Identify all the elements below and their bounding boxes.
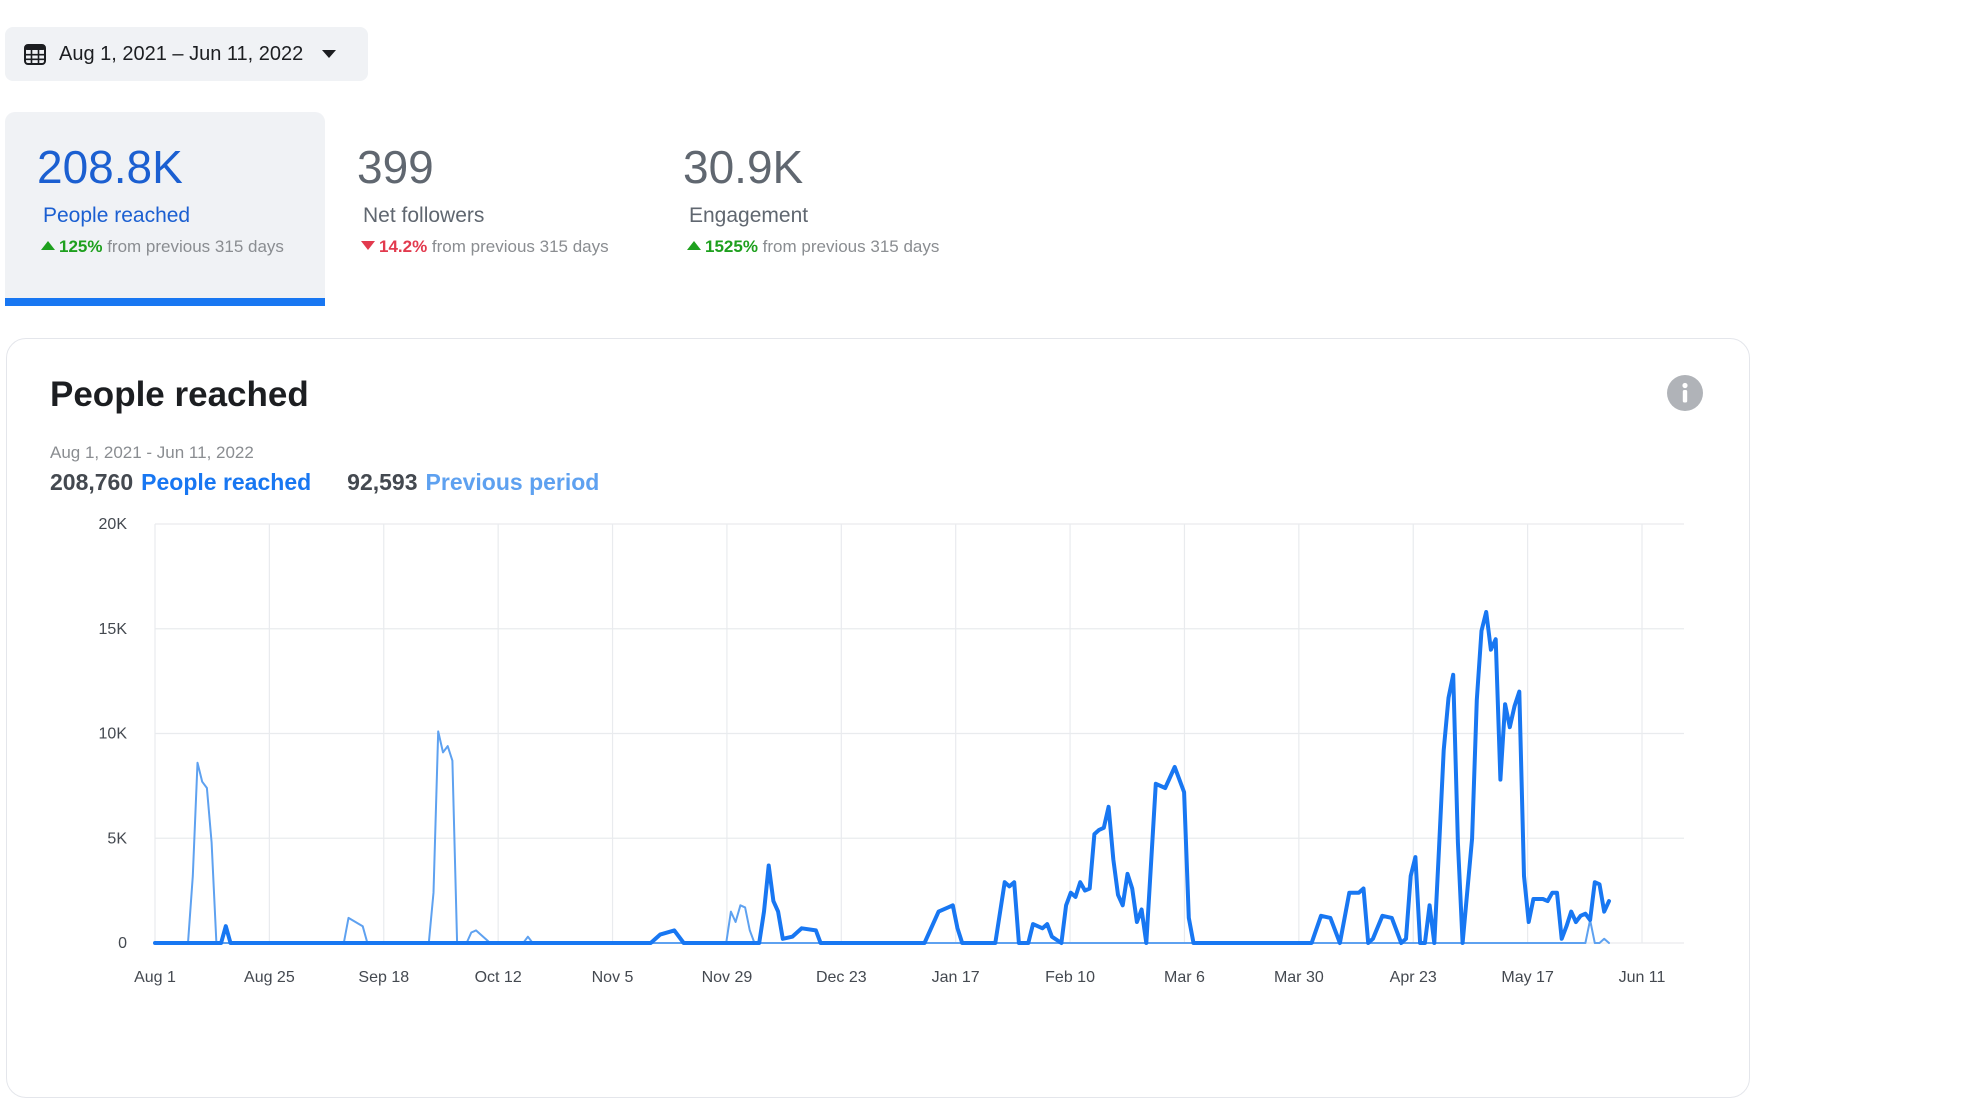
stat-card-net-followers[interactable]: 399 Net followers 14.2% from previous 31… xyxy=(325,112,645,306)
x-tick-label: Jan 17 xyxy=(932,969,980,986)
previous-series-label: Previous period xyxy=(425,469,600,495)
x-tick-label: Oct 12 xyxy=(475,969,522,986)
stat-change-percent: 14.2% xyxy=(379,237,428,256)
arrow-up-icon xyxy=(41,241,55,251)
stat-card-engagement[interactable]: 30.9K Engagement 1525% from previous 315… xyxy=(651,112,991,306)
y-tick-label: 5K xyxy=(107,830,127,847)
stat-change-suffix: from previous 315 days xyxy=(102,237,284,256)
y-tick-label: 20K xyxy=(99,516,128,533)
panel-title: People reached xyxy=(50,375,309,414)
stat-change-suffix: from previous 315 days xyxy=(427,237,609,256)
previous-total: 92,593 xyxy=(347,469,418,495)
stat-change-percent: 1525% xyxy=(705,237,758,256)
stat-value: 30.9K xyxy=(683,141,804,193)
calendar-icon xyxy=(23,42,47,66)
x-tick-label: Apr 23 xyxy=(1390,969,1437,986)
chart-summary: 208,760 People reached 92,593 Previous peri… xyxy=(50,469,599,496)
x-tick-label: Sep 18 xyxy=(358,969,409,986)
x-tick-label: Dec 23 xyxy=(816,969,867,986)
x-tick-label: Mar 30 xyxy=(1274,969,1324,986)
x-tick-label: May 17 xyxy=(1501,969,1554,986)
x-tick-label: Jun 11 xyxy=(1619,969,1666,986)
arrow-down-icon xyxy=(361,241,375,251)
x-tick-label: Aug 1 xyxy=(134,969,176,986)
series-line-people-reached xyxy=(153,610,1611,945)
date-range-picker[interactable]: Aug 1, 2021 – Jun 11, 2022 xyxy=(5,27,368,81)
stat-change: 1525% from previous 315 days xyxy=(687,237,939,257)
info-icon[interactable] xyxy=(1667,375,1703,411)
active-tab-indicator xyxy=(5,298,325,306)
stat-value: 399 xyxy=(357,141,434,193)
stat-change: 14.2% from previous 315 days xyxy=(361,237,609,257)
stat-label: Net followers xyxy=(363,204,485,227)
caret-down-icon xyxy=(321,49,337,59)
people-reached-chart: 0 5K 10K 15K 20K Aug 1 Aug 25 Sep 18 Oct 12 Nov 5… xyxy=(99,516,1684,986)
stat-change: 125% from previous 315 days xyxy=(41,237,284,257)
people-reached-panel: People reached Aug 1, 2021 - Jun 11, 202… xyxy=(6,338,1750,1098)
stat-value: 208.8K xyxy=(37,141,183,193)
x-tick-label: Aug 25 xyxy=(244,969,295,986)
series-line-previous-period xyxy=(154,730,1610,944)
stat-change-suffix: from previous 315 days xyxy=(757,237,940,256)
y-tick-label: 15K xyxy=(99,621,128,638)
stat-label: People reached xyxy=(43,204,191,227)
current-total: 208,760 xyxy=(50,469,134,495)
x-tick-label: Mar 6 xyxy=(1164,969,1205,986)
chart-date-range: Aug 1, 2021 - Jun 11, 2022 xyxy=(50,443,254,462)
arrow-up-icon xyxy=(687,241,701,251)
stat-card-people-reached[interactable]: 208.8K People reached 125% from previous… xyxy=(5,112,325,306)
stat-change-percent: 125% xyxy=(59,237,103,256)
stat-label: Engagement xyxy=(689,204,809,227)
x-tick-label: Feb 10 xyxy=(1045,969,1095,986)
x-tick-label: Nov 29 xyxy=(702,969,753,986)
y-tick-label: 10K xyxy=(99,726,128,743)
y-tick-label: 0 xyxy=(118,935,127,952)
x-tick-label: Nov 5 xyxy=(592,969,634,986)
date-range-label: Aug 1, 2021 – Jun 11, 2022 xyxy=(59,42,304,65)
current-series-label: People reached xyxy=(141,469,312,495)
